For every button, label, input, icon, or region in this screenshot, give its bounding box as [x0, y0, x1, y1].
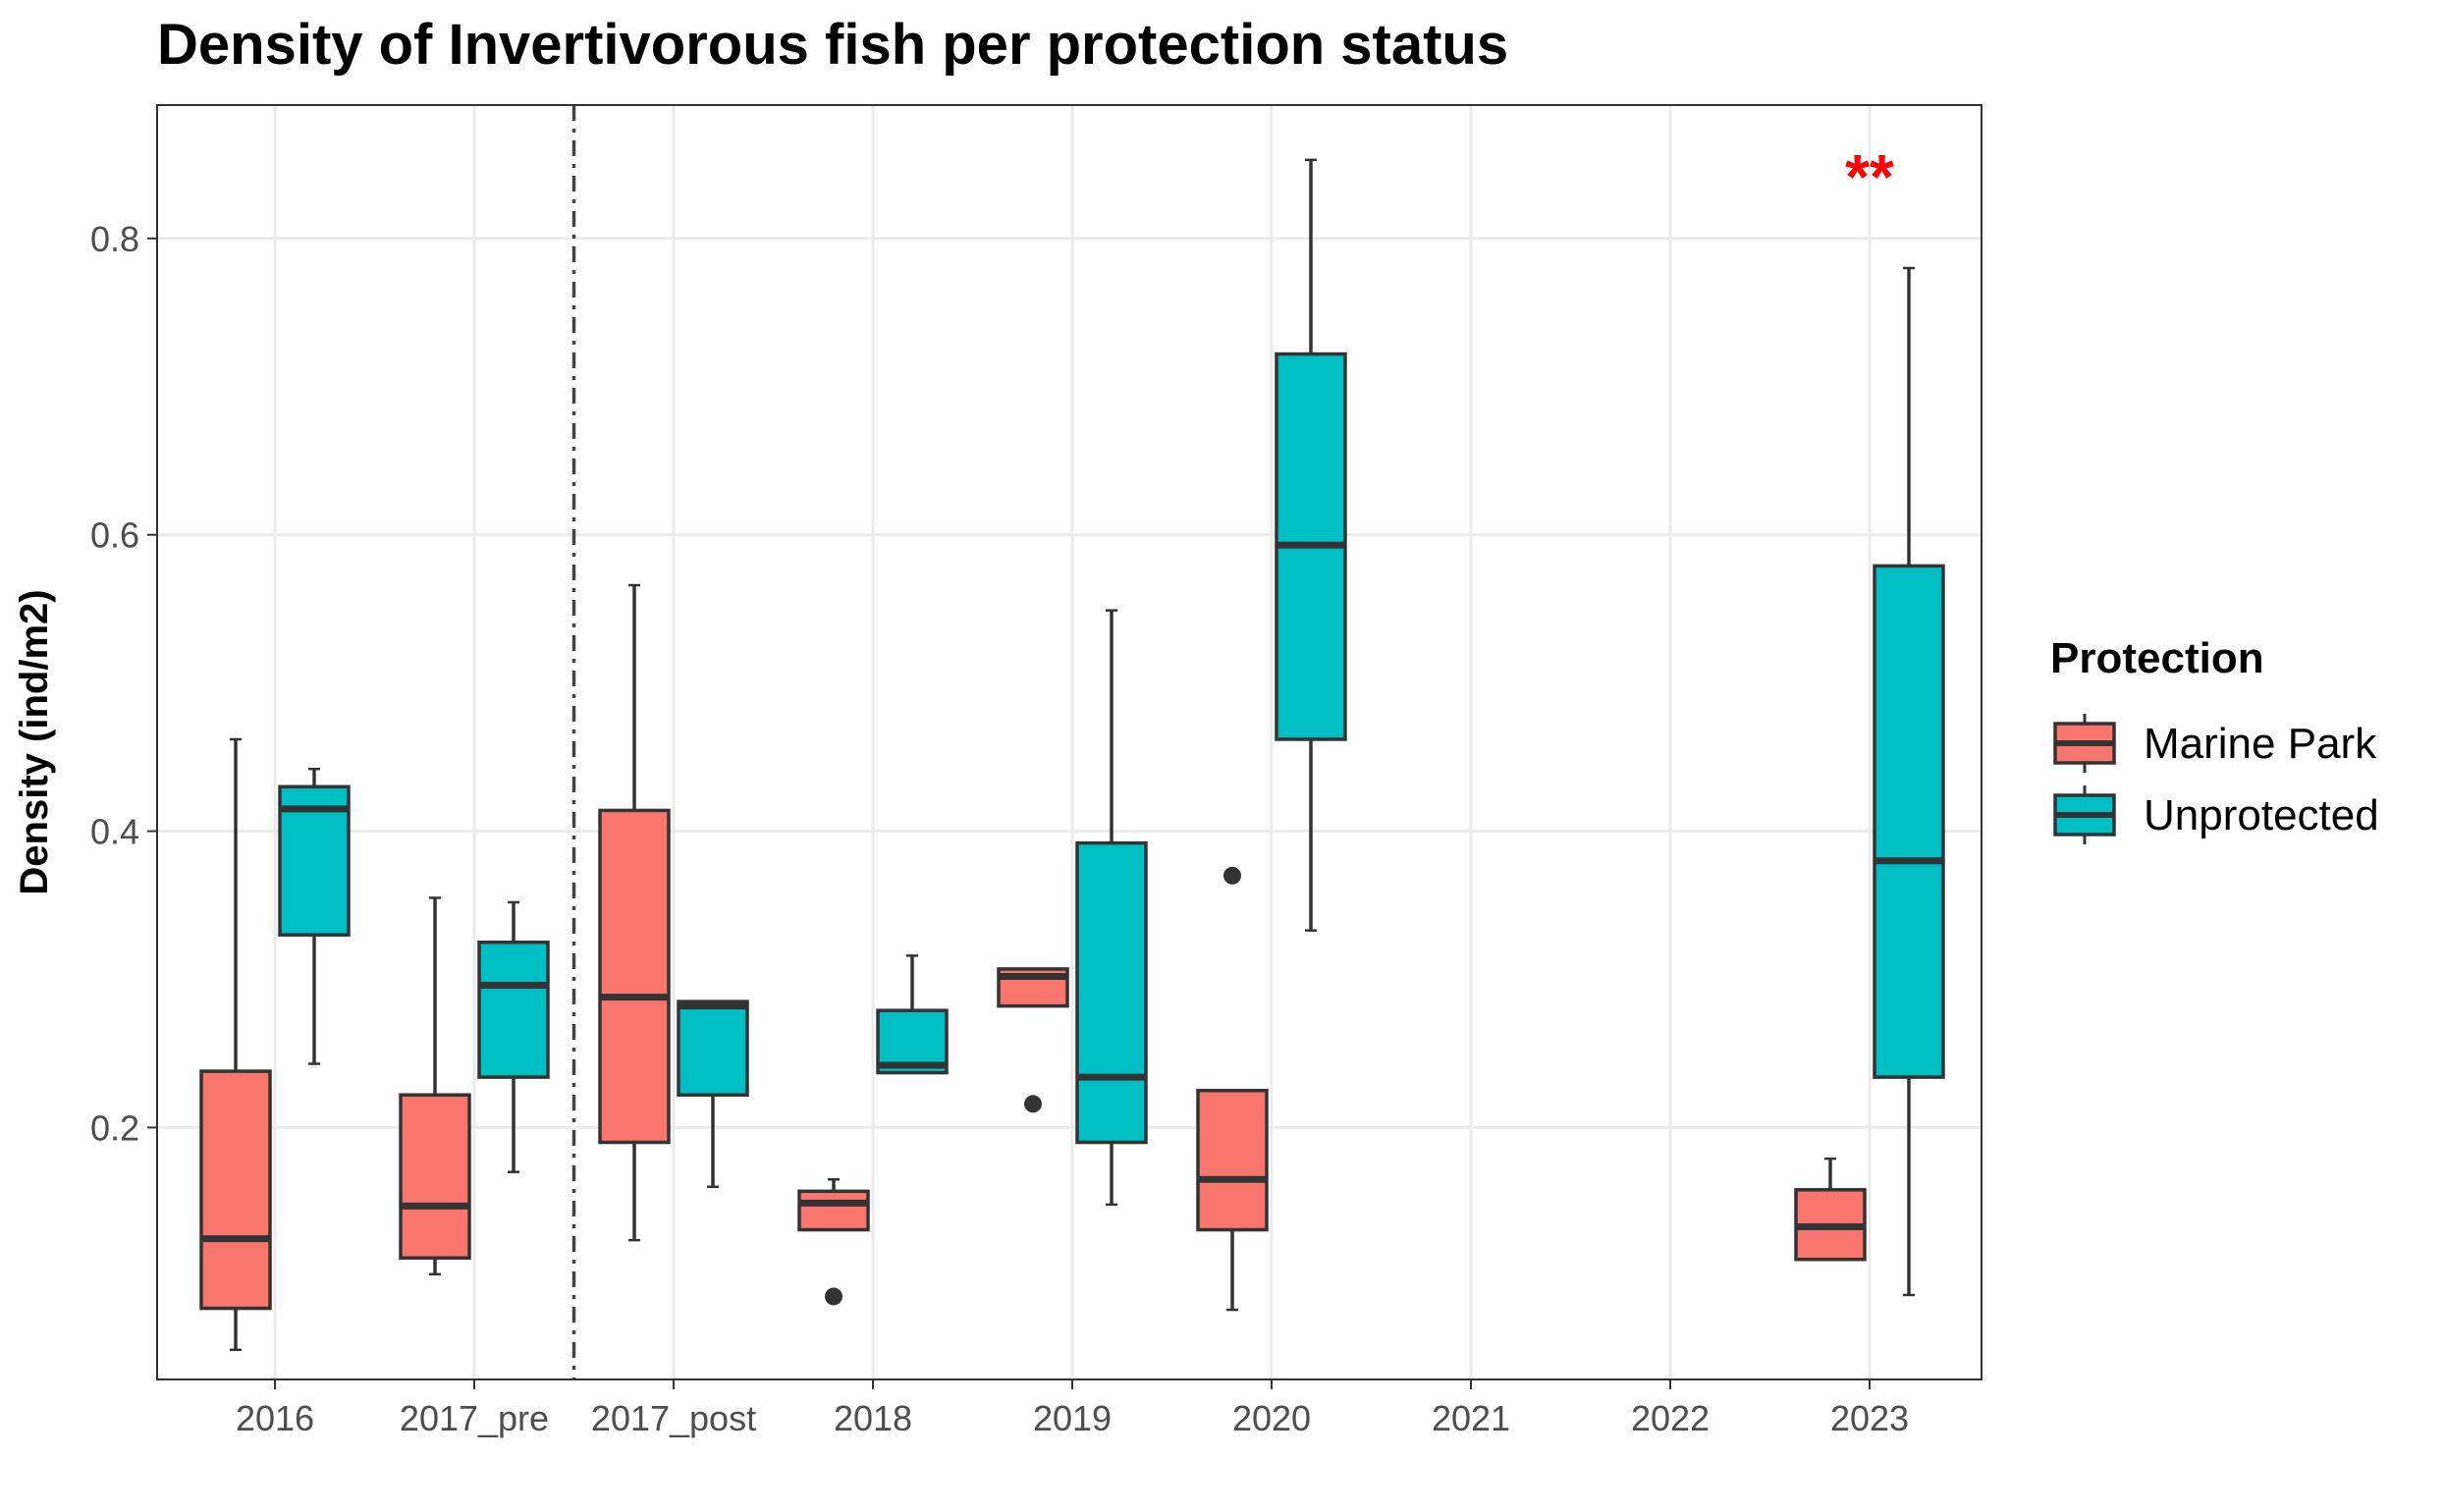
box-unprotected — [677, 999, 749, 1189]
box-iqr — [677, 999, 749, 1097]
box-unprotected — [1075, 609, 1148, 1207]
box-unprotected — [1873, 266, 1945, 1297]
grid-lines — [157, 105, 1982, 1379]
legend-label: Marine Park — [2144, 720, 2377, 768]
legend-items: Marine Park Unprotected — [2053, 714, 2379, 844]
x-tick-label: 2017_pre — [400, 1398, 549, 1438]
box-iqr — [1075, 840, 1148, 1145]
box-marine-park — [997, 967, 1069, 1113]
outlier-point — [825, 1287, 842, 1306]
box-marine-park — [797, 1177, 870, 1306]
x-tick-label: 2023 — [1830, 1398, 1909, 1438]
x-tick-label: 2020 — [1232, 1398, 1311, 1438]
x-tick-label: 2022 — [1631, 1398, 1710, 1438]
y-tick-label: 0.8 — [90, 219, 139, 259]
box-unprotected — [278, 767, 351, 1065]
x-tick-label: 2018 — [834, 1398, 912, 1438]
box-iqr — [1873, 564, 1945, 1079]
annotations: ** — [1845, 141, 1894, 212]
box-marine-park — [399, 896, 471, 1276]
y-tick-label: 0.4 — [90, 812, 139, 852]
box-iqr — [1196, 1088, 1269, 1232]
legend-item-marine-park: Marine Park — [2053, 714, 2377, 773]
legend-label: Unprotected — [2144, 791, 2379, 839]
box-marine-park — [598, 583, 671, 1242]
significance-annotation: ** — [1845, 141, 1894, 212]
chart-title: Density of Invertivorous fish per protec… — [157, 13, 1508, 77]
outlier-point — [1024, 1095, 1042, 1113]
legend-title: Protection — [2050, 634, 2264, 682]
y-tick-label: 0.6 — [90, 515, 139, 556]
x-axis: 2016 2017_pre 2017_post 2018 2019 2020 2021 202… — [236, 1379, 1909, 1438]
box-iqr — [598, 808, 671, 1145]
box-iqr — [797, 1189, 870, 1232]
y-axis-label: Density (ind/m2) — [13, 589, 56, 894]
x-tick-label: 2021 — [1432, 1398, 1510, 1438]
legend-item-unprotected: Unprotected — [2053, 785, 2379, 844]
box-iqr — [399, 1093, 471, 1260]
legend: Protection Marine Park Unprotected — [2050, 634, 2379, 844]
x-tick-label: 2016 — [236, 1398, 314, 1438]
box-marine-park — [199, 737, 272, 1352]
box-marine-park — [1196, 866, 1269, 1312]
box-marine-park — [1794, 1157, 1867, 1262]
box-unprotected — [1275, 158, 1347, 932]
y-tick-label: 0.2 — [90, 1107, 139, 1148]
y-axis: 0.2 0.4 0.6 0.8 — [90, 219, 157, 1148]
box-series — [199, 158, 1945, 1352]
plot-panel-border — [156, 104, 1983, 1380]
x-tick-label: 2019 — [1033, 1398, 1112, 1438]
box-unprotected — [477, 900, 550, 1173]
outlier-point — [1223, 866, 1241, 885]
box-unprotected — [876, 954, 949, 1075]
box-iqr — [477, 941, 550, 1079]
box-iqr — [199, 1069, 272, 1311]
x-tick-label: 2017_post — [591, 1398, 756, 1438]
